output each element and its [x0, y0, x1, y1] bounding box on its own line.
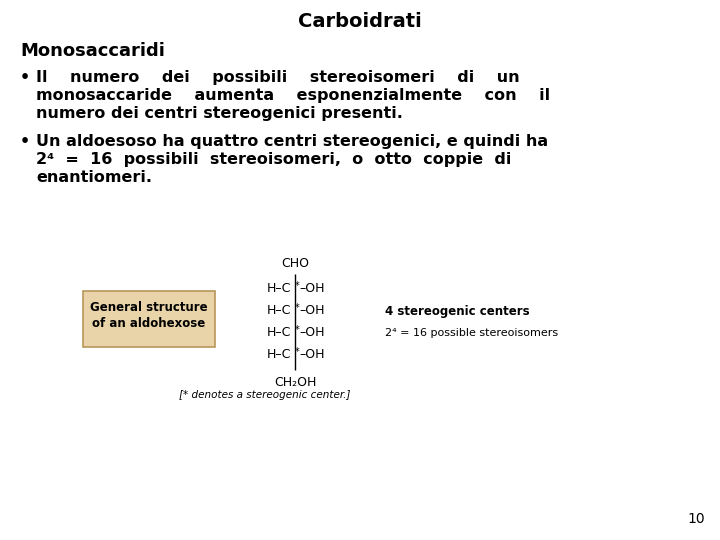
Text: –OH: –OH — [299, 305, 325, 318]
Text: 10: 10 — [688, 512, 705, 526]
Text: H–C: H–C — [266, 348, 291, 361]
Text: H–C: H–C — [266, 305, 291, 318]
Text: CH₂OH: CH₂OH — [274, 376, 316, 389]
Text: *: * — [294, 281, 300, 291]
Text: 2⁴  =  16  possibili  stereoisomeri,  o  otto  coppie  di: 2⁴ = 16 possibili stereoisomeri, o otto … — [36, 152, 511, 167]
Text: H–C: H–C — [266, 327, 291, 340]
Text: •: • — [20, 70, 30, 85]
Text: Un aldoesoso ha quattro centri stereogenici, e quindi ha: Un aldoesoso ha quattro centri stereogen… — [36, 134, 548, 149]
Text: H–C: H–C — [266, 282, 291, 295]
Text: Monosaccaridi: Monosaccaridi — [20, 42, 165, 60]
Text: –OH: –OH — [299, 282, 325, 295]
Text: General structure: General structure — [90, 301, 208, 314]
Text: –OH: –OH — [299, 348, 325, 361]
Text: CHO: CHO — [281, 257, 309, 270]
Text: of an aldohexose: of an aldohexose — [92, 317, 206, 330]
Text: Carboidrati: Carboidrati — [298, 12, 422, 31]
Text: *: * — [294, 347, 300, 357]
Text: [* denotes a stereogenic center.]: [* denotes a stereogenic center.] — [179, 390, 351, 400]
Text: •: • — [20, 134, 30, 149]
Text: monosaccaride    aumenta    esponenzialmente    con    il: monosaccaride aumenta esponenzialmente c… — [36, 88, 550, 103]
Text: *: * — [294, 303, 300, 313]
Text: 4 stereogenic centers: 4 stereogenic centers — [385, 305, 530, 318]
FancyBboxPatch shape — [83, 291, 215, 347]
Text: numero dei centri stereogenici presenti.: numero dei centri stereogenici presenti. — [36, 106, 403, 121]
Text: enantiomeri.: enantiomeri. — [36, 170, 152, 185]
Text: Il    numero    dei    possibili    stereoisomeri    di    un: Il numero dei possibili stereoisomeri di… — [36, 70, 520, 85]
Text: *: * — [294, 325, 300, 335]
Text: –OH: –OH — [299, 327, 325, 340]
Text: 2⁴ = 16 possible stereoisomers: 2⁴ = 16 possible stereoisomers — [385, 328, 558, 338]
